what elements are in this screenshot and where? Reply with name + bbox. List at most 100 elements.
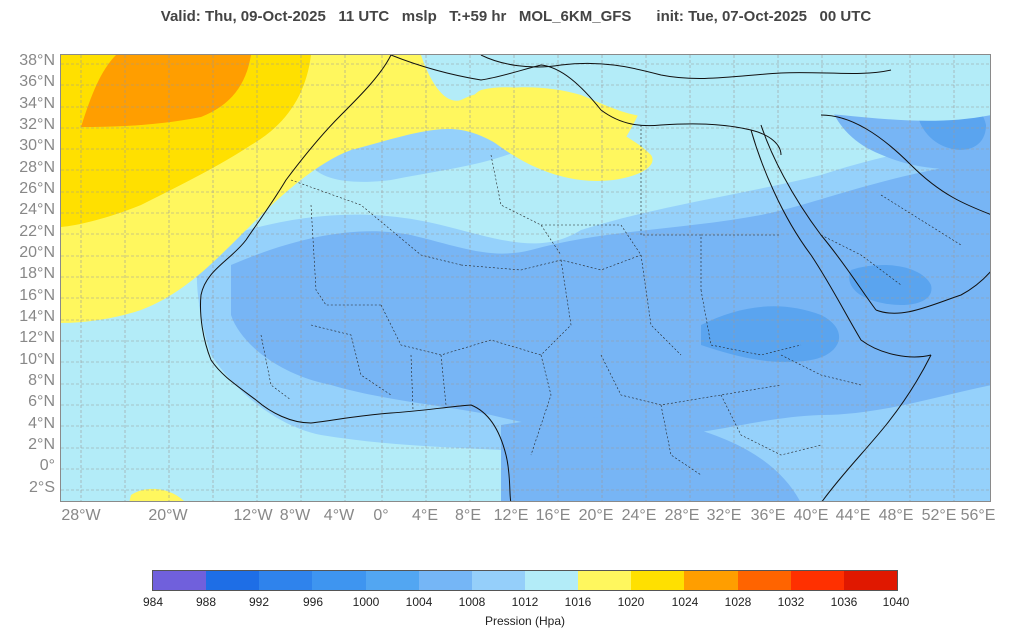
colorbar-swatch (737, 571, 791, 590)
colorbar-tick: 1036 (830, 595, 858, 609)
lat-label: 36°N (19, 73, 55, 90)
lat-label: 2°N (28, 436, 55, 453)
colorbar-swatch (206, 571, 260, 590)
lat-label: 16°N (19, 287, 55, 304)
lon-label: 12°W (233, 507, 273, 524)
lon-label: 20°W (148, 507, 188, 524)
colorbar-tick: 1024 (671, 595, 699, 609)
colorbar-tick: 984 (142, 595, 164, 609)
lat-label: 38°N (19, 52, 55, 69)
lon-label: 36°E (750, 507, 786, 524)
colorbar-tick: 1000 (352, 595, 380, 609)
valid-date: Valid: Thu, 09-Oct-2025 (160, 8, 326, 25)
lat-label: 6°N (28, 393, 55, 410)
lon-label: 48°E (878, 507, 914, 524)
colorbar-swatch (578, 571, 632, 590)
arabia-south (875, 271, 990, 314)
lon-label: 32°E (706, 507, 742, 524)
lon-label: 8°W (279, 507, 311, 524)
colorbar-tick: 1016 (564, 595, 592, 609)
colorbar-swatch (471, 571, 525, 590)
country-borders (260, 125, 962, 476)
lat-label: 22°N (19, 223, 55, 240)
zone-1000-b (849, 265, 932, 305)
lat-label: 24°N (19, 201, 55, 218)
colorbar-swatch (524, 571, 579, 590)
pressure-map (60, 54, 991, 502)
horn-coast (821, 354, 932, 501)
map-title: Valid: Thu, 09-Oct-2025 11 UTC mslp T:+5… (0, 8, 1011, 25)
lon-label: 4°E (412, 507, 438, 524)
lead-time: T:+59 hr (449, 8, 507, 25)
init-hour: 00 UTC (819, 8, 872, 25)
zone-1000-a (701, 306, 840, 363)
init-date: init: Tue, 07-Oct-2025 (656, 8, 808, 25)
colorbar-swatch (684, 571, 738, 590)
colorbar-tick: 992 (248, 595, 270, 609)
model-name: MOL_6KM_GFS (518, 8, 632, 25)
lon-label: 28°W (61, 507, 101, 524)
zone-1024 (81, 55, 251, 127)
mediterranean-north (480, 55, 892, 79)
pressure-field-svg (61, 55, 990, 501)
arabia-coast (820, 114, 990, 215)
lon-label: 28°E (664, 507, 700, 524)
valid-hour: 11 UTC (338, 8, 390, 25)
zone-1016-south (129, 488, 184, 501)
zone-1016-libya (470, 87, 653, 181)
colorbar-swatch (259, 571, 313, 590)
lat-label: 12°N (19, 329, 55, 346)
zone-1012-med (421, 55, 990, 121)
lon-label: 44°E (835, 507, 871, 524)
africa-coast-west (200, 55, 512, 501)
colorbar (152, 570, 898, 591)
colorbar-tick: 988 (195, 595, 217, 609)
lon-label: 4°W (323, 507, 355, 524)
lat-label: 2°S (29, 479, 55, 496)
field-name: mslp (401, 8, 437, 25)
colorbar-tick: 1004 (405, 595, 433, 609)
colorbar-swatch (843, 571, 897, 590)
colorbar-tick: 1012 (511, 595, 539, 609)
lat-label: 26°N (19, 180, 55, 197)
lat-label: 10°N (19, 351, 55, 368)
lon-label: 24°E (621, 507, 657, 524)
africa-coast-north (390, 55, 782, 156)
lat-label: 28°N (19, 159, 55, 176)
lon-label: 0° (373, 507, 389, 524)
graticule (61, 55, 990, 501)
zone-1004-south (501, 417, 800, 501)
lon-label: 40°E (793, 507, 829, 524)
colorbar-tick: 1020 (617, 595, 645, 609)
lat-label: 4°N (28, 415, 55, 432)
colorbar-tick: 1032 (777, 595, 805, 609)
red-sea-east (760, 124, 877, 311)
colorbar-swatch (312, 571, 366, 590)
colorbar-swatch (631, 571, 685, 590)
colorbar-swatch (153, 571, 207, 590)
lon-label: 20°E (578, 507, 614, 524)
lat-label: 18°N (19, 265, 55, 282)
lon-label: 56°E (960, 507, 996, 524)
lat-label: 20°N (19, 244, 55, 261)
lat-label: 8°N (28, 372, 55, 389)
red-sea-west (750, 129, 932, 358)
colorbar-swatch (418, 571, 472, 590)
colorbar-title: Pression (Hpa) (484, 614, 566, 628)
zone-1004 (231, 160, 990, 437)
colorbar-swatch (790, 571, 844, 590)
colorbar-tick: 1040 (882, 595, 910, 609)
colorbar-tick: 996 (302, 595, 324, 609)
colorbar-tick: 1028 (724, 595, 752, 609)
lat-label: 30°N (19, 137, 55, 154)
lon-label: 8°E (455, 507, 481, 524)
coastlines (200, 55, 990, 501)
colorbar-tick: 1008 (458, 595, 486, 609)
lon-label: 12°E (493, 507, 529, 524)
lat-label: 34°N (19, 95, 55, 112)
lat-label: 14°N (19, 308, 55, 325)
lat-label: 32°N (19, 116, 55, 133)
lon-label: 16°E (535, 507, 571, 524)
lon-label: 52°E (921, 507, 957, 524)
lat-label: 0° (39, 457, 55, 474)
